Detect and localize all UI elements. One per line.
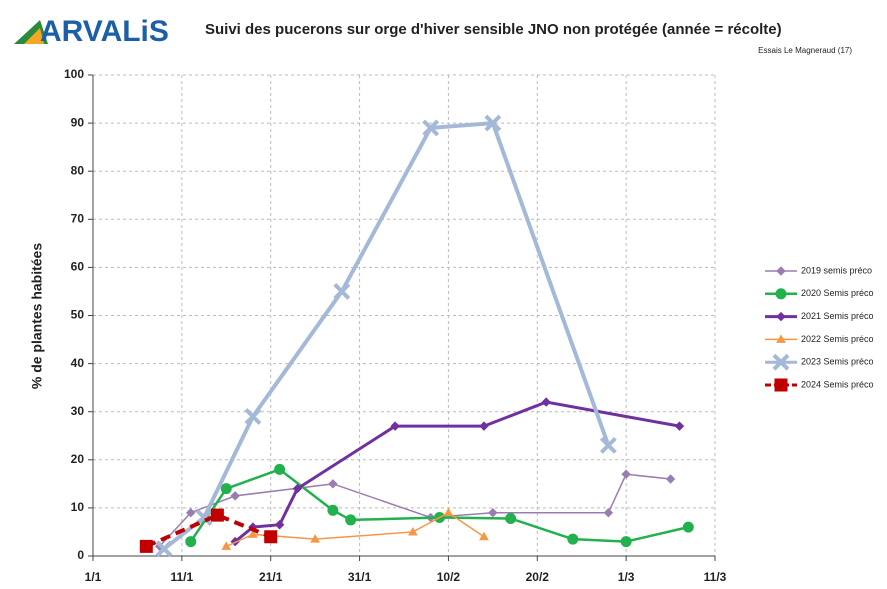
data-point <box>155 540 173 558</box>
y-tick-label: 100 <box>64 67 84 81</box>
data-point <box>443 507 454 517</box>
data-point <box>390 421 400 431</box>
series-line <box>145 512 272 549</box>
y-axis-label: % de plantes habitées <box>29 243 45 389</box>
data-point <box>274 520 285 530</box>
data-point <box>328 479 338 489</box>
data-point <box>230 491 240 501</box>
data-point <box>310 534 321 543</box>
y-tick-label: 70 <box>71 211 85 225</box>
legend-label: 2023 Semis préco <box>801 357 874 367</box>
data-point <box>195 509 213 526</box>
y-tick-label: 20 <box>71 452 85 466</box>
data-point <box>567 533 579 545</box>
x-tick-label: 20/2 <box>526 570 550 584</box>
data-point <box>599 436 617 454</box>
data-point <box>682 521 694 533</box>
series-line <box>225 511 485 548</box>
logo-icon <box>24 28 44 44</box>
legend-label: 2024 Semis préco <box>801 379 874 389</box>
data-point <box>620 536 632 548</box>
data-point <box>621 469 631 479</box>
data-point <box>479 421 489 431</box>
legend-label: 2022 Semis préco <box>801 334 874 344</box>
data-point <box>327 504 339 516</box>
data-point <box>541 397 551 407</box>
data-point <box>408 526 418 536</box>
legend-label: 2020 Semis préco <box>801 288 874 298</box>
y-tick-label: 90 <box>71 115 85 129</box>
x-tick-label: 1/1 <box>85 570 102 584</box>
y-tick-label: 30 <box>71 404 85 418</box>
logo: ARVALiS <box>40 15 169 48</box>
data-point <box>244 408 262 425</box>
x-tick-label: 11/3 <box>704 570 727 584</box>
legend-marker <box>776 266 786 276</box>
data-point <box>264 530 278 544</box>
series-line <box>162 120 611 551</box>
data-point <box>220 483 232 495</box>
data-point <box>603 508 614 518</box>
data-point <box>479 531 489 541</box>
data-point <box>210 508 224 522</box>
y-tick-label: 60 <box>71 260 85 274</box>
x-tick-label: 10/2 <box>437 570 461 584</box>
data-point <box>505 512 517 524</box>
data-point <box>185 536 197 548</box>
x-tick-label: 11/1 <box>171 570 194 584</box>
legend-marker <box>772 353 790 371</box>
y-tick-label: 40 <box>71 356 85 370</box>
x-tick-label: 1/3 <box>618 570 635 584</box>
legend-label: 2021 Semis préco <box>801 311 874 321</box>
series-line <box>234 400 680 543</box>
data-point <box>345 514 357 526</box>
legend-label: 2019 semis préco <box>801 265 872 275</box>
data-point <box>484 114 502 132</box>
data-point <box>221 541 232 550</box>
data-point <box>139 539 153 553</box>
legend-marker <box>776 334 786 343</box>
chart-title: Suivi des pucerons sur orge d'hiver sens… <box>205 21 782 38</box>
data-point <box>333 283 351 300</box>
series-line <box>189 468 689 543</box>
legend-marker <box>775 288 787 300</box>
data-point <box>422 119 440 137</box>
data-point <box>488 508 498 518</box>
data-point <box>186 508 196 518</box>
y-tick-label: 80 <box>71 163 85 177</box>
chart-subtitle: Essais Le Magneraud (17) <box>758 46 852 55</box>
x-tick-label: 21/1 <box>259 570 283 584</box>
y-tick-label: 10 <box>71 500 85 514</box>
legend-marker <box>774 378 788 392</box>
data-point <box>274 463 286 475</box>
y-tick-label: 0 <box>77 548 84 562</box>
data-point <box>248 529 258 538</box>
data-point <box>674 421 685 431</box>
x-tick-label: 31/1 <box>348 570 372 584</box>
legend-marker <box>776 311 786 322</box>
data-point <box>665 474 676 484</box>
data-point <box>292 483 303 494</box>
y-tick-label: 50 <box>71 308 85 322</box>
